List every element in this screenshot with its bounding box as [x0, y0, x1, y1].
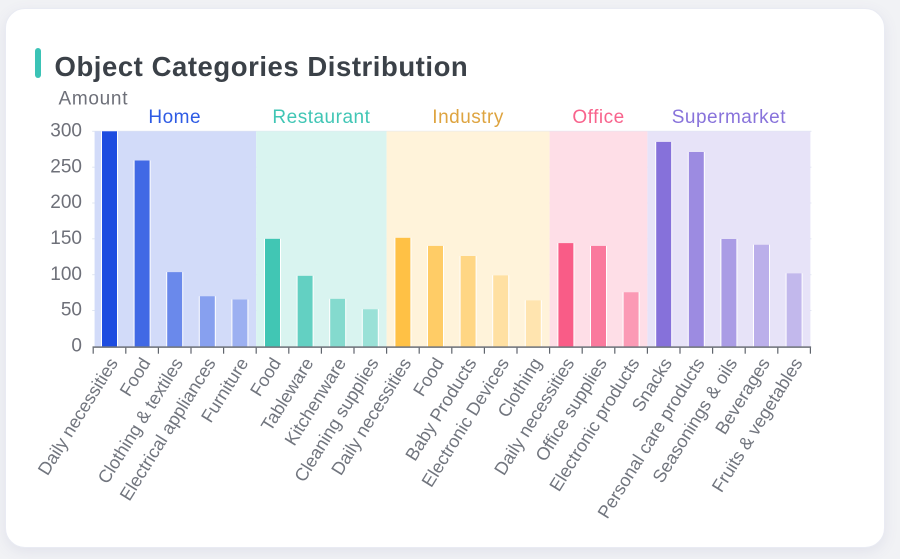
svg-text:0: 0 — [71, 336, 82, 357]
svg-text:100: 100 — [50, 264, 82, 285]
svg-text:50: 50 — [61, 300, 82, 321]
svg-text:Office: Office — [572, 107, 624, 128]
svg-text:Amount: Amount — [59, 88, 129, 109]
svg-text:Restaurant: Restaurant — [272, 107, 370, 128]
svg-text:250: 250 — [50, 156, 82, 177]
svg-text:Industry: Industry — [432, 107, 504, 128]
svg-text:Home: Home — [148, 107, 201, 128]
svg-text:150: 150 — [50, 228, 82, 249]
svg-text:Supermarket: Supermarket — [672, 107, 786, 128]
svg-text:200: 200 — [50, 192, 82, 213]
svg-text:300: 300 — [50, 121, 82, 142]
